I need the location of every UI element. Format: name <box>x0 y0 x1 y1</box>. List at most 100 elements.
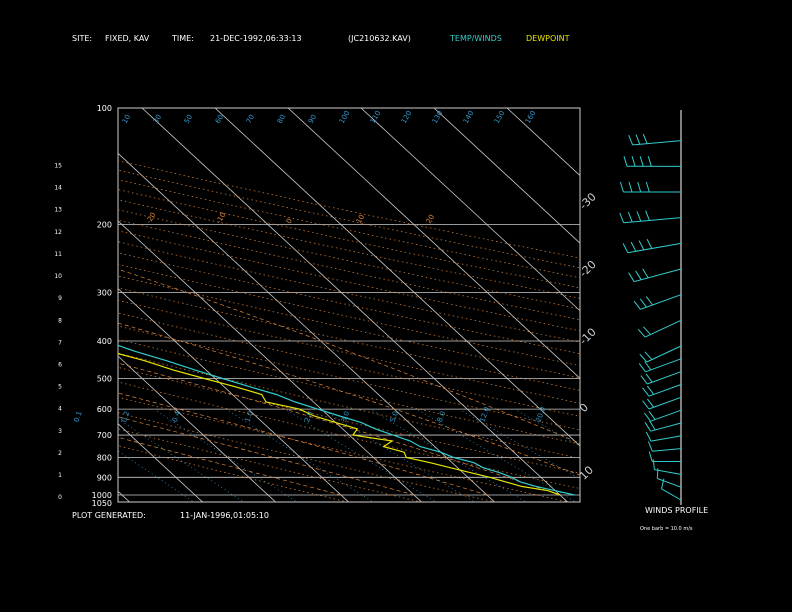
wind-barb-flag <box>619 212 625 223</box>
wind-barb-flag <box>623 156 628 167</box>
wind-barb-flag <box>635 134 641 145</box>
moist-adiabat-label: -10 <box>215 211 228 225</box>
theta-label: 80 <box>276 113 287 125</box>
isotherm-line <box>214 108 580 447</box>
winds-profile-note: One barb = 10.0 m/s <box>640 526 693 532</box>
theta-label: 10 <box>121 113 132 125</box>
moist-adiabat-label: -20 <box>145 211 158 225</box>
wind-barb-staff <box>652 448 682 452</box>
wind-barb-staff <box>654 469 682 475</box>
dry-adiabat <box>118 252 580 355</box>
wind-barb-flag <box>619 181 624 193</box>
mixing-ratio-line <box>321 408 476 502</box>
dry-adiabat <box>118 219 580 321</box>
mixing-ratio-label: 3.0 <box>340 410 351 423</box>
wind-barb-staff <box>650 409 682 422</box>
wind-barb-flag <box>652 459 655 470</box>
pressure-tick-label: 100 <box>97 104 112 113</box>
isotherm-line <box>287 108 580 379</box>
wind-barb-staff <box>644 319 682 338</box>
height-tick-label: 12 <box>54 229 62 236</box>
legend-temp-winds: TEMP/WINDS <box>449 34 502 43</box>
wind-barb-staff <box>633 268 682 283</box>
wind-barb-flag <box>637 181 642 193</box>
dry-adiabat <box>118 381 580 489</box>
theta-label: 100 <box>338 109 352 125</box>
wind-barb-staff <box>650 422 682 432</box>
theta-label: 160 <box>524 109 538 125</box>
height-tick-label: 7 <box>58 339 62 346</box>
wind-barb-flag <box>640 375 648 385</box>
dry-adiabat <box>118 325 580 431</box>
wind-barb-flag <box>643 326 651 335</box>
wind-barb-flag <box>639 156 644 167</box>
mixing-ratio-line <box>225 408 374 502</box>
dry-adiabat <box>118 263 580 367</box>
dry-adiabat <box>118 179 580 279</box>
wind-barb-flag <box>622 243 629 253</box>
wind-barb-flag <box>647 385 655 395</box>
wind-barb-staff <box>623 217 682 224</box>
wind-barb-staff <box>648 384 682 397</box>
isotherm-line <box>141 108 569 502</box>
moist-adiabat-label: 20 <box>425 213 436 225</box>
wind-barb-flag <box>642 400 650 410</box>
mixing-ratio-line <box>118 450 195 502</box>
mixing-ratio-label: 0.4 <box>171 410 183 424</box>
mixing-ratio-label: 0.2 <box>120 410 131 423</box>
wind-barb-flag <box>636 211 642 222</box>
legend-dewpoint: DEWPOINT <box>526 34 570 43</box>
wind-barb-flag <box>637 328 646 338</box>
pressure-tick-label: 1000 <box>92 491 112 500</box>
isotherm-line <box>118 355 277 502</box>
wind-barb-flag <box>633 300 641 310</box>
moist-adiabat <box>118 322 580 476</box>
height-tick-label: 11 <box>54 251 62 258</box>
wind-barb-flag <box>630 241 637 252</box>
moist-adiabat <box>118 416 415 496</box>
wind-barb-flag <box>642 268 649 279</box>
dewpoint-profile <box>118 352 561 496</box>
pressure-tick-label: 800 <box>97 453 112 462</box>
wind-barb-flag <box>647 156 652 167</box>
wind-barb-staff <box>650 435 682 442</box>
temp-right-label: 0 <box>577 401 591 415</box>
height-tick-label: 13 <box>54 207 62 214</box>
mixing-ratio-label: 2.0 <box>303 410 314 423</box>
theta-label: 130 <box>431 109 445 125</box>
plot-generated-label: PLOT GENERATED: <box>72 511 146 520</box>
time-label: TIME: <box>171 34 194 43</box>
theta-label: 140 <box>462 109 476 125</box>
dry-adiabat <box>118 230 580 332</box>
wind-barb-flag <box>645 181 650 193</box>
theta-label: 150 <box>493 109 507 125</box>
dry-adiabat <box>118 160 580 259</box>
moist-adiabat <box>118 362 561 496</box>
theta-label: 50 <box>183 113 194 125</box>
dry-adiabat <box>118 169 580 269</box>
dry-adiabat <box>118 299 580 404</box>
wind-barb-flag <box>648 410 656 420</box>
mixing-ratio-label: 5.0 <box>389 410 400 423</box>
isotherm-line <box>118 152 496 502</box>
height-tick-label: 5 <box>58 384 62 391</box>
wind-barb-flag <box>642 387 650 397</box>
pressure-tick-label: 700 <box>97 431 112 440</box>
dry-adiabat <box>118 199 580 299</box>
wind-barb-flag <box>645 296 653 306</box>
mixing-ratio-line <box>153 408 298 502</box>
theta-label: 120 <box>400 109 414 125</box>
dry-adiabat <box>118 445 349 502</box>
file-value: (JC210632.KAV) <box>348 34 411 43</box>
dry-adiabat <box>118 241 580 343</box>
pressure-tick-label: 600 <box>97 405 112 414</box>
height-tick-label: 0 <box>58 494 62 501</box>
wind-barb-flag <box>642 133 648 144</box>
wind-barb-flag <box>649 420 656 431</box>
moist-adiabat-label: 0 <box>285 217 294 225</box>
isotherm-line <box>118 423 204 502</box>
wind-barb-flag <box>643 412 651 422</box>
dry-adiabat <box>118 396 571 502</box>
temperature-profile <box>118 344 575 496</box>
